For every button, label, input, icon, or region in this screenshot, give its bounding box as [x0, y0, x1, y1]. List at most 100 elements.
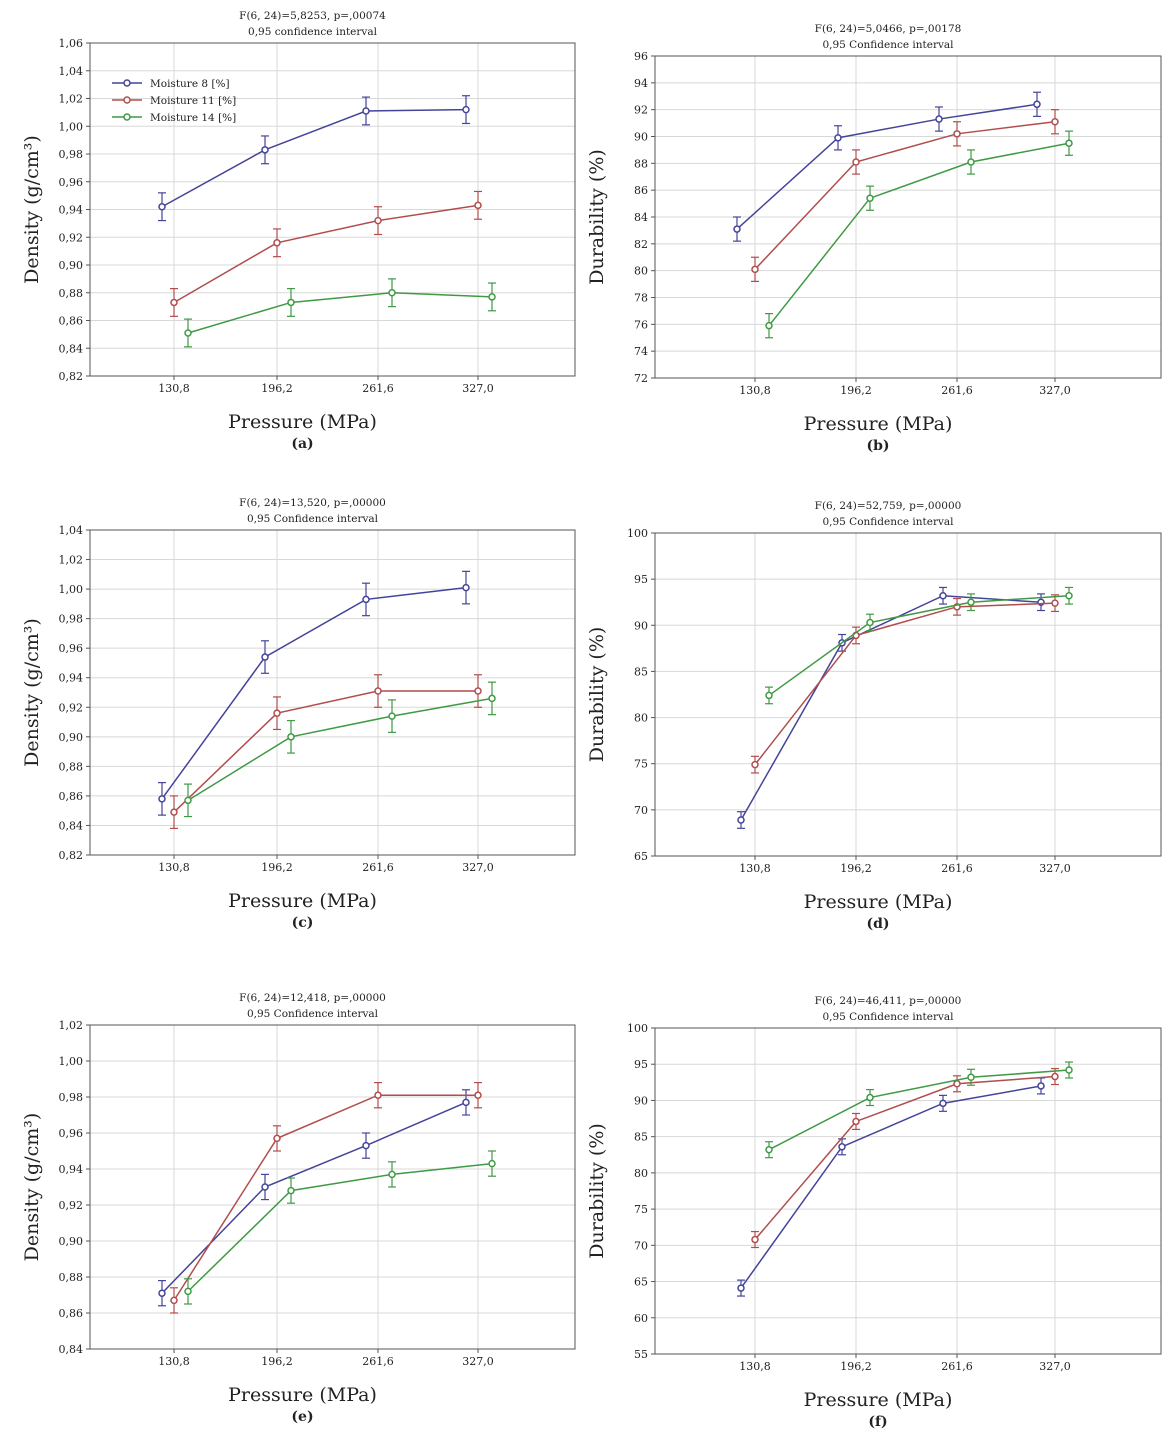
- chart-subtitle: 0,95 confidence interval: [248, 26, 378, 38]
- chart-panel-f: 55 60 65 70 75 80 85 90 95 100 130,8 196,2 261,6 327,…: [586, 995, 1162, 1430]
- data-point: [474, 1091, 482, 1099]
- y-axis-label: Durability (%): [586, 1123, 608, 1259]
- data-point: [765, 1145, 773, 1154]
- y-tick-label: 78: [634, 292, 648, 305]
- legend-swatch-marker: [123, 96, 131, 104]
- data-point: [737, 1284, 745, 1292]
- y-tick-label: 84: [634, 211, 648, 224]
- y-tick-label: 100: [627, 527, 648, 540]
- data-point: [287, 298, 295, 307]
- data-point: [488, 1159, 496, 1168]
- data-point: [261, 146, 269, 154]
- plot-frame: [89, 1024, 576, 1350]
- legend-entry: Moisture 8 [%]: [150, 78, 230, 90]
- data-point: [158, 1289, 166, 1297]
- data-point: [935, 115, 943, 123]
- series-moisture-14: [184, 1150, 496, 1305]
- x-tick-label: 130,8: [158, 382, 190, 395]
- x-tick-label: 196,2: [261, 1355, 293, 1368]
- y-tick-label: 80: [634, 265, 648, 278]
- data-point: [474, 201, 482, 210]
- y-tick-label: 0,86: [59, 315, 84, 328]
- series-line: [736, 103, 1038, 230]
- series-line: [768, 595, 1070, 697]
- y-tick-label: 95: [634, 1058, 648, 1071]
- y-tick-label: 85: [634, 1131, 648, 1144]
- legend-swatch-marker: [123, 79, 131, 87]
- data-point: [158, 795, 166, 803]
- y-tick-label: 55: [634, 1348, 648, 1361]
- y-tick-label: 76: [634, 318, 648, 331]
- data-point: [852, 158, 860, 166]
- data-point: [1065, 592, 1073, 600]
- chart-subtitle: 0,95 Confidence interval: [822, 1011, 954, 1023]
- y-tick-label: 75: [634, 1203, 648, 1216]
- series-line: [187, 697, 493, 801]
- chart-title: F(6, 24)=52,759, p=,00000: [815, 500, 962, 512]
- data-point: [374, 216, 382, 225]
- data-point: [374, 687, 382, 695]
- y-tick-label: 0,88: [59, 760, 84, 773]
- y-tick-label: 1,04: [59, 524, 84, 537]
- y-tick-label: 0,88: [59, 287, 84, 300]
- data-point: [273, 709, 281, 717]
- series-moisture-11: [170, 1081, 482, 1314]
- y-tick-label: 0,92: [59, 231, 84, 244]
- data-point: [765, 691, 773, 700]
- series-moisture-11: [170, 674, 482, 830]
- y-tick-label: 0,84: [59, 819, 84, 832]
- y-tick-label: 1,00: [59, 583, 84, 596]
- y-tick-label: 100: [627, 1022, 648, 1035]
- data-point: [1051, 117, 1059, 126]
- data-point: [462, 583, 470, 592]
- plot-area: [89, 529, 576, 856]
- y-tick-label: 65: [634, 850, 648, 863]
- data-point: [488, 293, 496, 301]
- data-point: [388, 1170, 396, 1179]
- legend-entry: Moisture 11 [%]: [150, 95, 236, 107]
- plot-area: [654, 532, 1162, 857]
- legend-entry: Moisture 14 [%]: [150, 112, 236, 124]
- chart-panel-d: 65 70 75 80 85 90 95 100 130,8 196,2 261,6 327,0 F(6…: [586, 500, 1162, 932]
- x-tick-label: 130,8: [739, 384, 771, 397]
- series-line: [754, 602, 1056, 766]
- data-point: [273, 239, 281, 247]
- plot-area: [89, 1024, 576, 1350]
- plot-frame: [654, 532, 1162, 857]
- x-axis-label: Pressure (MPa): [228, 411, 377, 433]
- data-point: [1051, 1072, 1059, 1081]
- series-moisture-14: [184, 278, 496, 348]
- data-point: [287, 733, 295, 741]
- series-line: [768, 142, 1070, 327]
- y-axis-label: Density (g/cm³): [21, 1113, 43, 1262]
- y-tick-label: 95: [634, 573, 648, 586]
- y-tick-label: 96: [634, 50, 648, 63]
- series-moisture-11: [751, 1067, 1059, 1249]
- panel-label: (a): [291, 436, 313, 452]
- y-tick-label: 0,98: [59, 1091, 84, 1104]
- y-tick-label: 1,00: [59, 1055, 84, 1068]
- y-tick-label: 90: [634, 131, 648, 144]
- y-tick-label: 0,92: [59, 1199, 84, 1212]
- y-tick-label: 1,02: [59, 93, 84, 106]
- y-tick-label: 80: [634, 712, 648, 725]
- x-tick-label: 130,8: [739, 1360, 771, 1373]
- data-point: [1065, 139, 1073, 147]
- data-point: [170, 1296, 178, 1305]
- data-point: [462, 1098, 470, 1107]
- series-line: [161, 1101, 467, 1294]
- chart-panel-e: 0,84 0,86 0,88 0,90 0,92 0,94 0,96 0,98 1,00 1,02…: [21, 992, 576, 1425]
- chart-subtitle: 0,95 Confidence interval: [822, 39, 954, 51]
- y-tick-label: 0,90: [59, 1235, 84, 1248]
- data-point: [184, 796, 192, 805]
- plot-area: [654, 1027, 1162, 1355]
- data-point: [852, 1117, 860, 1126]
- data-point: [737, 816, 745, 824]
- data-point: [374, 1091, 382, 1099]
- data-point: [1037, 1082, 1045, 1090]
- chart-title: F(6, 24)=46,411, p=,00000: [815, 995, 962, 1007]
- series-moisture-14: [765, 1061, 1073, 1159]
- x-tick-label: 196,2: [840, 384, 872, 397]
- y-tick-label: 75: [634, 758, 648, 771]
